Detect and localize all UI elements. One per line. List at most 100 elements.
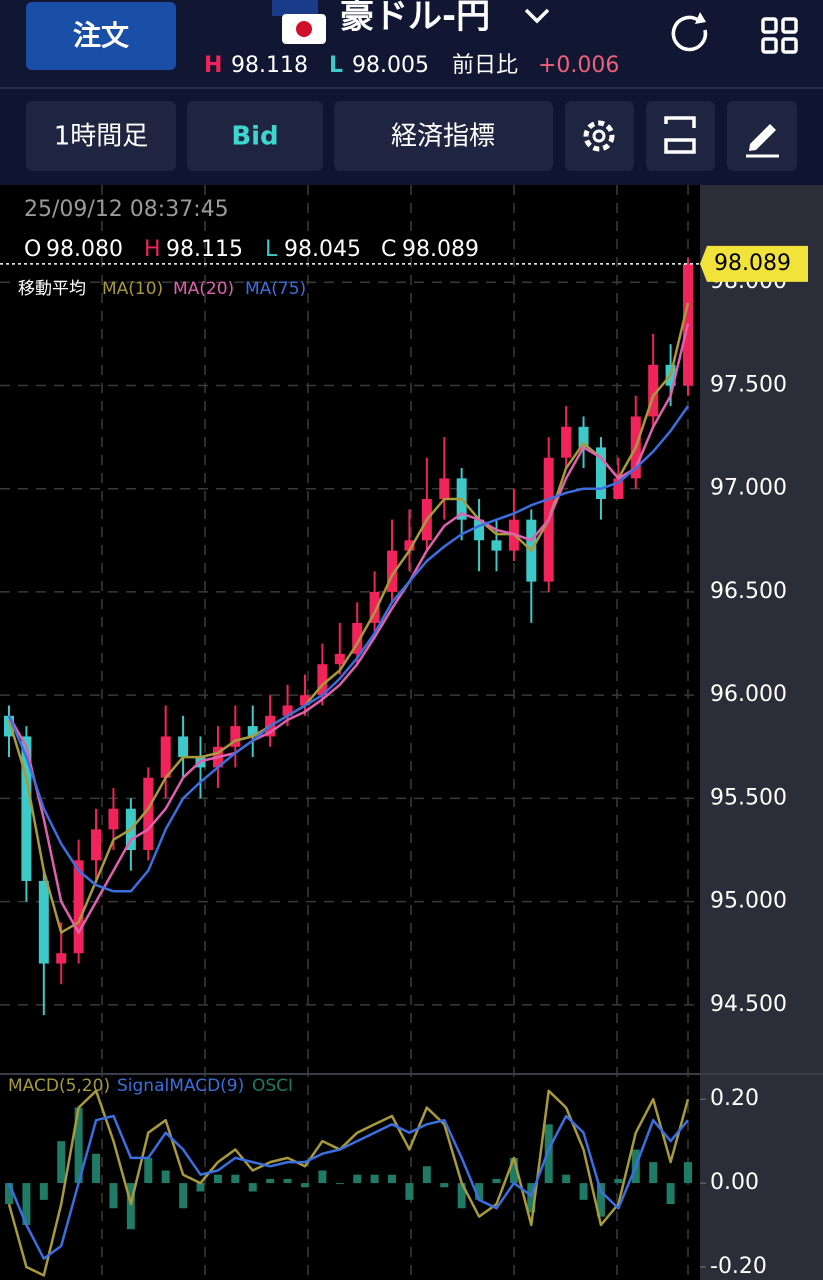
candle-body (73, 860, 84, 954)
settings-gear-hub[interactable] (592, 129, 606, 143)
osci-bar (5, 1183, 13, 1205)
candle-body (91, 829, 102, 861)
timeframe-label[interactable]: 1時間足 (54, 122, 149, 152)
osci-bar (492, 1178, 501, 1184)
legend-entry: MACD(5,20) (8, 1076, 110, 1096)
candle-body (595, 447, 606, 500)
menu-icon[interactable] (761, 17, 798, 54)
osci-bar (388, 1174, 397, 1184)
value-grid (0, 281, 706, 1268)
y-tick-label: 97.000 (710, 476, 787, 501)
candle-body (38, 880, 49, 964)
series-line (7, 323, 690, 934)
pen-icon[interactable] (749, 124, 776, 151)
candle-body (21, 736, 32, 881)
osci-bar (370, 1174, 379, 1184)
y-tick-label: 96.000 (710, 682, 787, 707)
y-tick-label: 0.00 (710, 1170, 759, 1195)
candle-body (143, 777, 154, 850)
price-axis-bg (700, 185, 823, 1280)
menu-square[interactable] (761, 17, 778, 34)
candle-body (352, 622, 363, 654)
layout-icon[interactable] (664, 116, 696, 154)
layout-button[interactable] (646, 101, 715, 171)
series-line (7, 1114, 689, 1260)
pair-flags (272, 0, 326, 44)
pair-name[interactable]: 豪ドル-円 (340, 0, 490, 37)
refresh-icon[interactable] (671, 12, 708, 52)
info-open: 98.080 (46, 237, 123, 262)
y-tick-label: 0.20 (710, 1086, 759, 1111)
osci-bar (405, 1183, 414, 1200)
osci-bar (144, 1157, 153, 1184)
osci-bar (422, 1166, 431, 1184)
y-tick-label: 97.500 (710, 372, 787, 397)
osci-bar (509, 1157, 518, 1184)
data-marks (0, 257, 700, 1277)
candle-body (299, 695, 310, 706)
legend-entry: SignalMACD(9) (117, 1076, 244, 1096)
high-value: 98.118 (231, 53, 308, 78)
osci-bar (109, 1183, 118, 1209)
osci-bar (196, 1183, 205, 1192)
y-tick-label: 95.000 (710, 889, 787, 914)
osci-bar (335, 1183, 344, 1185)
order-button-label[interactable]: 注文 (73, 19, 129, 52)
refresh-arc[interactable] (671, 15, 708, 52)
candle-body (282, 705, 293, 716)
price-type-button[interactable] (187, 101, 323, 171)
candle-body (108, 808, 119, 830)
indicators-label[interactable]: 経済指標 (391, 122, 495, 152)
indicators-button[interactable] (334, 101, 553, 171)
osci-bar (562, 1174, 571, 1184)
y-tick-label: 94.500 (710, 992, 787, 1017)
osci-bar (457, 1183, 466, 1209)
legend-title: 移動平均 (18, 279, 86, 299)
osci-bar (666, 1183, 675, 1205)
refresh-arrow[interactable] (695, 12, 706, 24)
candle-body (160, 736, 171, 778)
series-line (7, 302, 690, 934)
y-tick-label: 96.500 (710, 579, 787, 604)
osci-bar (179, 1183, 188, 1209)
osci-bar (22, 1183, 31, 1226)
osci-bar (39, 1183, 48, 1200)
y-tick-label: -0.20 (710, 1254, 767, 1279)
info-close-label: C (381, 237, 396, 262)
low-label: L (329, 53, 343, 78)
menu-square[interactable] (781, 17, 798, 34)
series-line (7, 1089, 690, 1277)
price-type-label[interactable]: Bid (231, 122, 278, 152)
candle-body (4, 715, 14, 737)
osci-bar (231, 1174, 240, 1184)
candle-body (369, 591, 380, 623)
info-open-label: O (24, 237, 41, 262)
osci-bar (353, 1174, 362, 1184)
candle-body (317, 664, 328, 696)
info-high-label: H (144, 237, 161, 262)
pair-dropdown-icon[interactable] (524, 8, 550, 24)
settings-button[interactable] (565, 101, 634, 171)
candle-body (56, 953, 67, 964)
candle-body (613, 478, 624, 500)
osci-bar (318, 1170, 327, 1184)
osci-bar (649, 1162, 658, 1184)
osci-bar (266, 1178, 275, 1184)
osci-bar (74, 1107, 83, 1184)
candle-body (491, 540, 502, 551)
osci-bar (248, 1183, 257, 1192)
timeframe-button[interactable] (26, 101, 176, 171)
legend-entry: MA(20) (173, 279, 234, 299)
menu-square[interactable] (761, 37, 778, 54)
settings-gear[interactable] (583, 120, 615, 152)
candle-body (404, 540, 415, 551)
osci-bar (440, 1183, 449, 1188)
osci-bar (57, 1141, 66, 1184)
menu-square[interactable] (781, 37, 798, 54)
last-price-label: 98.089 (714, 251, 791, 276)
order-button[interactable] (26, 2, 176, 70)
legend-entry: MA(10) (102, 279, 163, 299)
